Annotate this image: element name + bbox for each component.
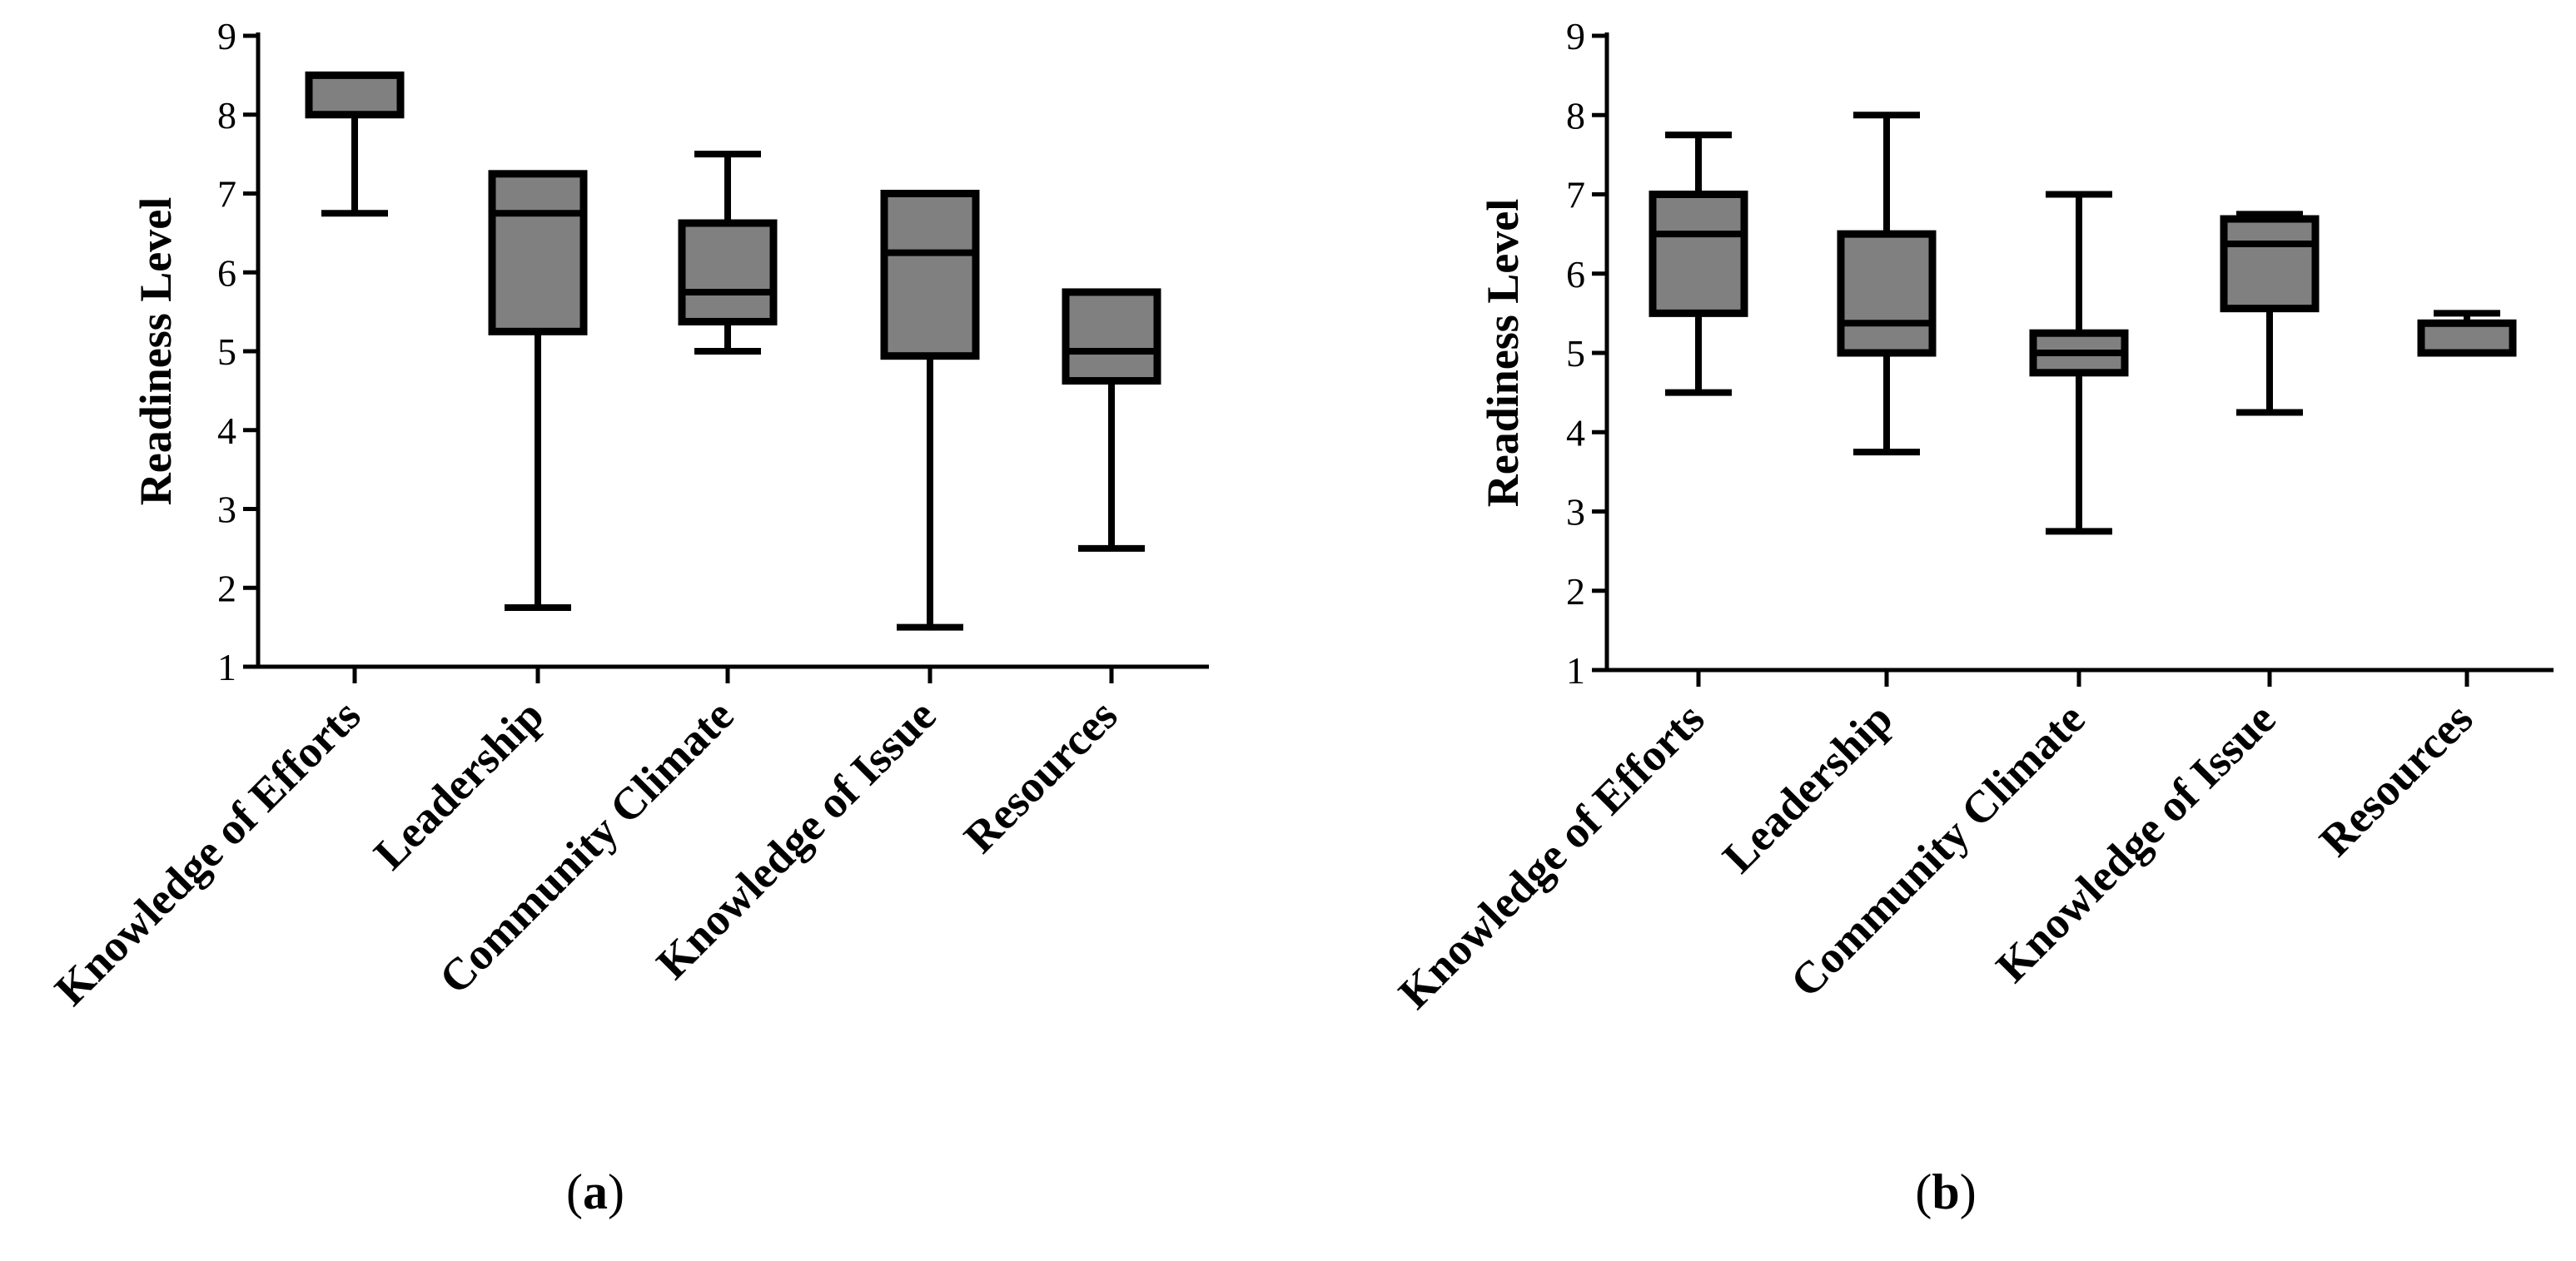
x-category-label: Resources xyxy=(2310,693,2482,866)
y-tick-label: 7 xyxy=(217,173,236,216)
panel-b: 1 2 3 4 5 6 7 8 9 Readiness Level Knowledge of Eff… xyxy=(1389,15,2554,1219)
caption-open-paren: ( xyxy=(1915,1164,1932,1219)
iqr-box xyxy=(1062,288,1161,385)
y-tick-label: 7 xyxy=(1566,174,1585,216)
y-tick-label: 8 xyxy=(217,94,236,137)
caption-letter: a xyxy=(583,1164,608,1219)
caption-close-paren: ) xyxy=(608,1164,624,1219)
iqr-box xyxy=(2220,215,2320,313)
box-leadership xyxy=(488,170,588,611)
x-category-label: Knowledge of Efforts xyxy=(45,690,370,1015)
x-category-label: Resources xyxy=(954,690,1126,862)
iqr-box xyxy=(2417,319,2517,357)
panel-caption: (a) xyxy=(566,1164,624,1219)
y-tick-label: 2 xyxy=(217,567,236,609)
iqr-box xyxy=(305,71,405,119)
panel-a: 1 2 3 4 5 6 7 8 9 Readiness Level Knowledge of Eff… xyxy=(45,15,1209,1219)
y-axis-title: Readiness Level xyxy=(131,197,181,506)
box-leadership xyxy=(1837,112,1937,456)
y-tick-label: 5 xyxy=(1566,332,1585,375)
caption-letter: b xyxy=(1932,1164,1959,1219)
box-knowledge-of-efforts xyxy=(305,71,405,217)
y-tick-label: 2 xyxy=(1566,570,1585,613)
y-tick-label: 4 xyxy=(1566,411,1585,454)
box-resources xyxy=(2417,310,2517,357)
box-resources xyxy=(1062,288,1161,552)
box-knowledge-of-efforts xyxy=(1649,132,1748,396)
x-category-label: Leadership xyxy=(364,690,553,879)
y-tick-label: 9 xyxy=(217,15,236,57)
y-axis-title: Readiness Level xyxy=(1478,199,1528,508)
iqr-box xyxy=(488,170,588,335)
y-tick-label: 6 xyxy=(1566,253,1585,295)
iqr-box xyxy=(880,190,980,360)
iqr-box xyxy=(1649,191,1748,317)
iqr-box xyxy=(1837,230,1937,357)
y-tick-label: 3 xyxy=(1566,491,1585,534)
panel-caption: (b) xyxy=(1915,1164,1976,1219)
x-category-label: Knowledge of Efforts xyxy=(1389,693,1713,1018)
y-tick-label: 3 xyxy=(217,489,236,531)
y-tick-label: 5 xyxy=(217,330,236,373)
x-category-label: Leadership xyxy=(1713,693,1902,882)
y-tick-label: 8 xyxy=(1566,94,1585,137)
box-knowledge-of-issue xyxy=(2220,211,2320,416)
box-community-climate xyxy=(2029,191,2129,535)
box-knowledge-of-issue xyxy=(880,190,980,631)
y-tick-label: 1 xyxy=(217,646,236,688)
y-tick-label: 4 xyxy=(217,410,236,452)
y-tick-label: 6 xyxy=(217,251,236,294)
iqr-box xyxy=(678,219,778,325)
y-tick-label: 1 xyxy=(1566,649,1585,692)
caption-open-paren: ( xyxy=(566,1164,583,1219)
box-community-climate xyxy=(678,151,778,355)
caption-close-paren: ) xyxy=(1960,1164,1977,1219)
y-tick-label: 9 xyxy=(1566,15,1585,57)
